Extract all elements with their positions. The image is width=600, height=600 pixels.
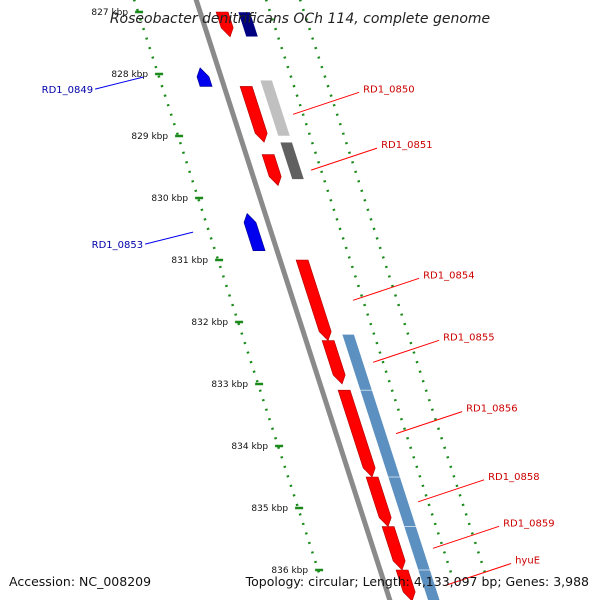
scale-tick-label: 829 kbp (131, 132, 168, 142)
gene-leader-line (444, 563, 512, 586)
gene-label-rd1_0859: RD1_0859 (503, 518, 554, 529)
gene-arrow-reverse (196, 67, 213, 87)
gene-arrow-forward (337, 389, 376, 478)
feature-block-navy (237, 11, 259, 38)
scale-tick-label: 831 kbp (171, 256, 208, 266)
gene-label-rd1_0851: RD1_0851 (381, 140, 432, 151)
feature-block-dark (279, 141, 305, 180)
gene-arrow-forward (321, 340, 346, 385)
scale-tick-label: 835 kbp (251, 504, 288, 514)
gene-leader-line (94, 76, 144, 90)
gene-label-rd1_0849: RD1_0849 (42, 85, 93, 96)
gene-leader-line (310, 147, 378, 171)
scale-tick-label: 828 kbp (111, 70, 148, 80)
gene-arrow-reverse (243, 212, 266, 251)
map-title: Roseobacter denitrificans OCh 114, compl… (110, 11, 490, 27)
scale-tick-label: 832 kbp (191, 318, 228, 328)
genome-backbone (193, 0, 393, 600)
accession-text: Accession: NC_008209 (9, 574, 151, 589)
gene-arrow-forward (239, 86, 268, 143)
gene-label-rd1_0855: RD1_0855 (443, 332, 494, 343)
feature-block-light (259, 79, 291, 137)
scale-tick-label: 836 kbp (271, 566, 308, 576)
gene-label-hyue: hyuE (515, 556, 540, 567)
scale-ticks: 827 kbp 828 kbp 829 kbp 830 kbp 831 kbp 832 k… (91, 0, 487, 576)
gene-arrow-forward (295, 259, 332, 342)
feature-block-steel (341, 334, 441, 600)
feature-track (237, 11, 441, 600)
gene-leader-line (417, 479, 485, 503)
gene-leader-line (432, 525, 500, 549)
gene-leader-line (372, 339, 440, 363)
gene-label-rd1_0854: RD1_0854 (423, 270, 474, 281)
gene-leader-line (144, 231, 194, 245)
gene-arrow-forward (395, 569, 416, 600)
scale-tick-label: 830 kbp (151, 194, 188, 204)
gene-label-rd1_0858: RD1_0858 (488, 472, 539, 483)
genome-summary-text: Topology: circular; Length: 4,133,097 bp… (245, 574, 589, 589)
gene-leader-line (395, 411, 463, 435)
gene-arrow-forward (365, 476, 392, 528)
gene-arrow-forward (261, 154, 282, 187)
gene-track (196, 11, 416, 600)
gene-label-rd1_0853: RD1_0853 (92, 240, 143, 251)
scale-tick-label: 833 kbp (211, 380, 248, 390)
gene-labels: RD1_0850 RD1_0851 RD1_0854 RD1_0855 RD1_0856… (42, 76, 555, 586)
gene-leader-line (352, 277, 420, 301)
scale-tick-label: 827 kbp (91, 8, 128, 18)
gene-label-rd1_0856: RD1_0856 (466, 404, 517, 415)
gene-leader-line (292, 91, 360, 115)
gene-arrow-forward (215, 11, 234, 38)
gene-arrow-forward (381, 526, 406, 571)
scale-tick-label: 834 kbp (231, 442, 268, 452)
gene-label-rd1_0850: RD1_0850 (363, 84, 414, 95)
